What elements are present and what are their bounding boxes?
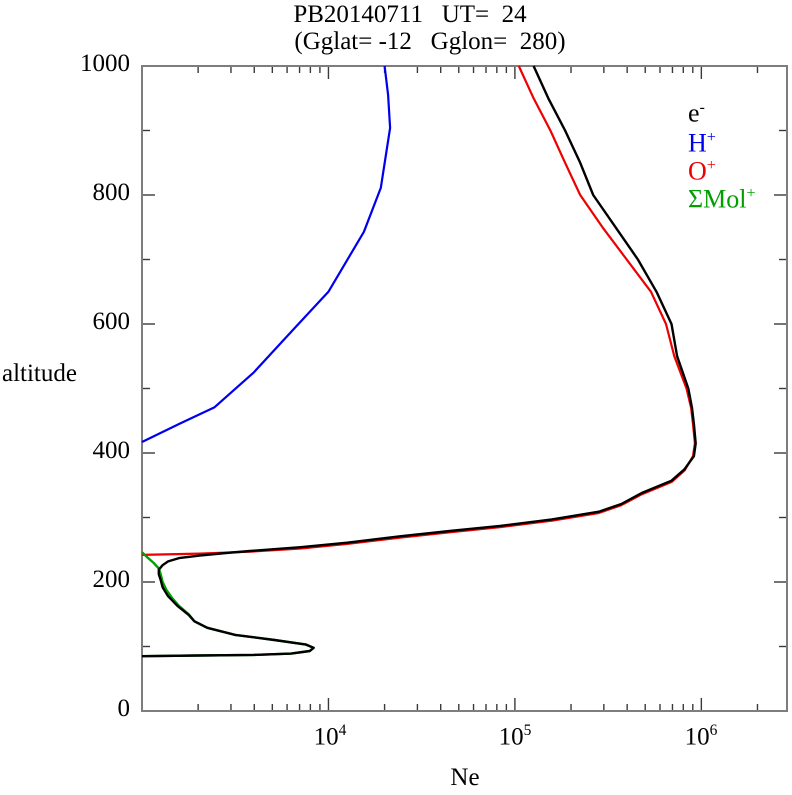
x-tick-label: 106 [684, 722, 718, 751]
x-tick-label: 104 [313, 722, 347, 751]
electron-density-curve [141, 65, 697, 658]
y-tick-label: 600 [92, 308, 131, 335]
y-tick-label: 0 [117, 695, 131, 722]
y-tick-label: 200 [92, 566, 131, 593]
oxygen-ion-curve [141, 65, 696, 556]
y-axis-label: altitude [2, 360, 77, 387]
hydrogen-ion-curve [141, 65, 392, 443]
y-tick-label: 800 [92, 179, 131, 206]
legend-item-molplus: ΣMol+ [688, 184, 756, 214]
y-tick-label: 400 [92, 437, 131, 464]
plot-frame [141, 65, 788, 712]
x-axis-label: Ne [450, 764, 480, 791]
legend-item-electron: e- [688, 98, 705, 128]
legend-item-hplus: H+ [688, 128, 716, 158]
chart-title: PB20140711 UT= 24 [293, 1, 527, 28]
molecular-ion-curve [141, 551, 315, 658]
chart-subtitle: (Gglat= -12 Gglon= 280) [294, 28, 566, 55]
legend-item-oplus: O+ [688, 156, 716, 186]
x-tick-label: 105 [498, 722, 532, 751]
y-tick-label: 1000 [80, 50, 130, 77]
